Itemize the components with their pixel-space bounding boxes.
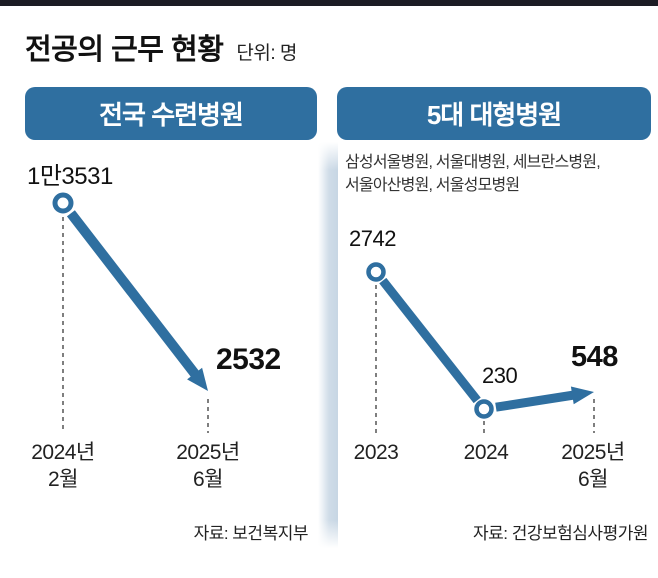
data-point-marker xyxy=(474,399,494,419)
right-panel-subtitle-line2: 서울아산병원, 서울성모병원 xyxy=(345,177,520,194)
trend-arrow-head xyxy=(570,386,594,405)
right-panel-header: 5대 대형병원 xyxy=(337,87,651,140)
data-point-marker xyxy=(366,262,386,282)
trend-arrow-shaft xyxy=(66,210,200,379)
value-label-2532: 2532 xyxy=(216,343,281,376)
x-axis-label-line: 2월 xyxy=(48,468,79,491)
source-credit-right: 자료: 건강보험심사평가원 xyxy=(473,524,649,543)
value-label-2742: 2742 xyxy=(349,226,396,251)
x-axis-label: 2024 xyxy=(436,439,536,466)
trend-arrow-shaft xyxy=(495,390,575,412)
right-panel-title: 5대 대형병원 xyxy=(426,100,562,130)
x-axis-label-line: 2025년 xyxy=(176,441,240,464)
x-axis-label-line: 2025년 xyxy=(561,441,625,464)
page-title: 전공의 근무 현황 xyxy=(25,34,224,66)
x-axis-label-line: 2024 xyxy=(463,441,509,464)
left-panel-header: 전국 수련병원 xyxy=(25,87,317,140)
x-axis-label-line: 2023 xyxy=(353,441,399,464)
x-axis-label: 2024년 2월 xyxy=(13,439,113,493)
x-axis-label-line: 2024년 xyxy=(31,441,95,464)
data-point-marker xyxy=(52,192,74,214)
right-panel-subtitle: 삼성서울병원, 서울대병원, 세브란스병원, 서울아산병원, 서울성모병원 xyxy=(345,151,601,197)
trend-line-segment xyxy=(379,277,481,404)
trend-arrow-head xyxy=(187,367,208,391)
x-axis-label-line: 6월 xyxy=(193,468,224,491)
right-panel-subtitle-line1: 삼성서울병원, 서울대병원, 세브란스병원, xyxy=(345,154,601,171)
value-label-548: 548 xyxy=(571,341,618,373)
panel-divider xyxy=(318,142,338,548)
value-label-13531: 1만3531 xyxy=(27,163,113,190)
unit-label: 단위: 명 xyxy=(236,43,297,64)
top-accent-bar xyxy=(0,0,658,6)
value-label-230: 230 xyxy=(482,363,518,388)
x-axis-label: 2023 xyxy=(326,439,426,466)
x-axis-label-line: 6월 xyxy=(578,468,609,491)
title-row: 전공의 근무 현황 단위: 명 xyxy=(25,26,297,68)
x-axis-label: 2025년 6월 xyxy=(158,439,258,493)
source-credit-left: 자료: 보건복지부 xyxy=(193,524,309,543)
left-panel-title: 전국 수련병원 xyxy=(99,100,244,130)
x-axis-label: 2025년 6월 xyxy=(543,439,643,493)
